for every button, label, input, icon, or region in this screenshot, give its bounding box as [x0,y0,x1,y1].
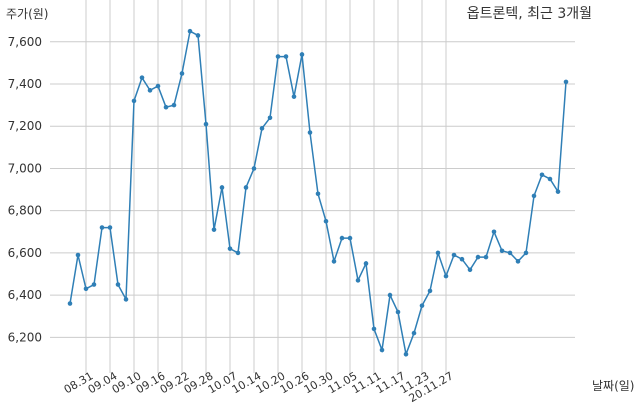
price-point [563,79,569,85]
price-point [411,330,417,336]
price-point [251,166,257,171]
price-point [283,54,289,59]
price-point [403,351,409,357]
price-point [507,250,513,256]
price-point [155,83,161,89]
price-point [531,193,537,199]
y-tick-label: 7,200 [8,119,42,133]
price-point [523,250,529,256]
price-point [347,235,353,241]
price-point [355,278,361,283]
price-point [267,115,273,121]
price-point [547,176,553,182]
price-point [307,130,313,135]
price-point [211,227,217,232]
price-point [195,33,201,38]
price-point [171,102,177,108]
y-tick-label: 6,200 [8,330,42,344]
price-point [131,98,137,104]
price-point [235,250,241,256]
price-point [291,94,297,99]
y-tick-label: 7,400 [8,77,42,91]
price-point [163,104,169,110]
price-point [395,309,401,315]
y-tick-label: 6,400 [8,288,42,302]
price-point [467,267,473,273]
price-point [275,54,281,59]
price-point [339,235,345,241]
price-point [259,126,265,131]
price-point [91,282,97,287]
x-axis-label: 날짜(일) [592,379,634,393]
price-point [315,191,321,197]
price-point [99,225,105,230]
price-point [107,225,113,230]
price-point [115,282,121,287]
price-point [227,246,233,251]
price-point [371,326,377,332]
price-point [219,185,225,190]
y-tick-label: 7,600 [8,35,42,49]
price-point [443,273,449,279]
x-axis-ticks: 08.3109.0409.1009.1609.2209.2810.0710.14… [62,369,456,405]
price-point [139,75,145,80]
grid-lines [50,0,575,373]
price-point [179,71,185,76]
price-point [187,28,193,34]
price-point [203,121,209,127]
price-point [499,248,505,254]
price-point [147,88,153,93]
price-point [555,189,561,194]
price-point [419,303,425,308]
price-point [75,252,81,258]
y-tick-label: 6,800 [8,204,42,218]
chart-title: 옵트론텍, 최근 3개월 [467,6,592,22]
price-point [379,347,385,353]
y-tick-label: 6,600 [8,246,42,260]
price-point [331,259,337,264]
price-point [459,256,465,262]
price-point [83,286,89,292]
price-point [387,292,393,298]
price-point [491,229,497,235]
price-point [123,297,129,302]
price-point [539,172,545,178]
y-tick-label: 7,000 [8,161,42,175]
price-point [243,185,249,190]
price-point [515,259,521,264]
price-point [323,218,329,224]
price-point [299,52,305,57]
price-point [363,261,369,266]
price-point [475,254,481,260]
price-point [483,254,489,260]
y-axis-label: 주가(원) [6,7,48,21]
y-axis-ticks: 6,200 6,400 6,600 6,800 7,000 7,200 7,400 7,600 [8,35,42,345]
price-point [427,288,433,294]
price-point [435,250,441,256]
price-point [67,301,73,306]
price-series [67,28,569,357]
price-point [451,252,457,258]
